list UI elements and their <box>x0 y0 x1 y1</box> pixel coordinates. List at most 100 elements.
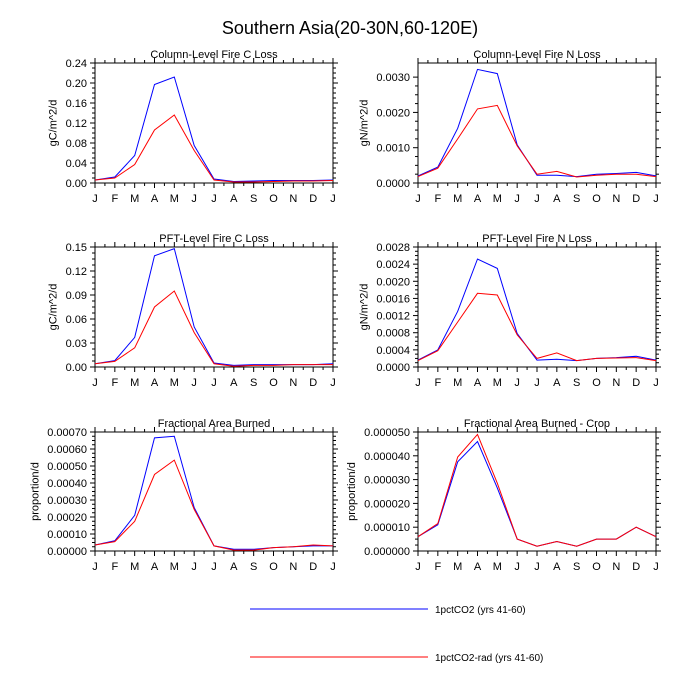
x-tick-label: S <box>250 377 257 389</box>
x-tick-label: M <box>130 561 139 573</box>
legend-label-1pctco2: 1pctCO2 (yrs 41-60) <box>435 605 526 616</box>
x-tick-label: N <box>289 193 297 205</box>
x-tick-label: M <box>493 193 502 205</box>
x-tick-label: J <box>211 193 217 205</box>
x-tick-label: D <box>309 193 317 205</box>
x-tick-label: A <box>474 561 482 573</box>
y-axis-label: gN/m^2/d <box>358 100 370 147</box>
y-tick-label: 0.0016 <box>376 293 410 305</box>
x-tick-label: F <box>111 193 118 205</box>
x-tick-label: J <box>534 561 540 573</box>
x-tick-label: A <box>230 377 238 389</box>
x-tick-label: A <box>553 561 561 573</box>
x-tick-label: J <box>415 377 421 389</box>
y-tick-label: 0.0000 <box>376 178 410 190</box>
x-tick-label: D <box>632 193 640 205</box>
x-tick-label: A <box>474 193 482 205</box>
panel-title: Fractional Area Burned <box>158 418 271 430</box>
y-tick-label: 0.00040 <box>47 478 87 490</box>
x-tick-label: J <box>330 193 336 205</box>
x-tick-label: J <box>534 377 540 389</box>
x-tick-label: M <box>170 377 179 389</box>
x-tick-label: A <box>553 193 561 205</box>
y-tick-label: 0.000020 <box>364 498 410 510</box>
x-tick-label: J <box>92 561 98 573</box>
x-tick-label: M <box>453 377 462 389</box>
series-line-1pctco2-rad <box>94 290 333 367</box>
x-tick-label: M <box>453 193 462 205</box>
x-tick-label: O <box>269 193 278 205</box>
x-tick-label: D <box>309 561 317 573</box>
x-tick-label: S <box>573 193 580 205</box>
x-tick-label: J <box>211 377 217 389</box>
y-tick-label: 0.0030 <box>376 72 410 84</box>
y-axis-label: gC/m^2/d <box>48 284 60 331</box>
x-tick-label: O <box>269 377 278 389</box>
y-tick-label: 0.00050 <box>47 461 87 473</box>
plot-frame <box>417 246 657 368</box>
x-tick-label: A <box>151 193 159 205</box>
x-tick-label: S <box>573 377 580 389</box>
y-tick-label: 0.0008 <box>376 328 410 340</box>
x-tick-label: A <box>553 377 561 389</box>
x-tick-label: J <box>514 561 520 573</box>
figure-title: Southern Asia(20-30N,60-120E) <box>222 18 478 38</box>
y-axis-label: proportion/d <box>29 462 41 521</box>
x-tick-label: F <box>111 561 118 573</box>
y-tick-label: 0.03 <box>66 338 87 350</box>
y-tick-label: 0.00 <box>66 178 87 190</box>
x-tick-label: O <box>592 377 601 389</box>
y-tick-label: 0.20 <box>66 78 87 90</box>
x-tick-label: J <box>191 377 197 389</box>
x-tick-label: N <box>289 377 297 389</box>
series-line-1pctco2 <box>94 76 334 183</box>
x-tick-label: S <box>250 193 257 205</box>
y-axis-label: gC/m^2/d <box>48 100 60 147</box>
y-tick-label: 0.00 <box>66 362 87 374</box>
legend: 1pctCO2 (yrs 41-60) 1pctCO2-rad (yrs 41-… <box>250 605 543 664</box>
x-tick-label: J <box>534 193 540 205</box>
series-line-1pctco2 <box>417 258 657 362</box>
y-tick-label: 0.0024 <box>376 259 410 271</box>
series-line-1pctco2 <box>417 68 657 178</box>
y-tick-label: 0.08 <box>66 138 87 150</box>
x-tick-label: S <box>250 561 257 573</box>
y-tick-label: 0.00010 <box>47 529 87 541</box>
y-tick-label: 0.00000 <box>47 546 87 558</box>
x-tick-label: N <box>612 561 620 573</box>
y-axis-label: gN/m^2/d <box>358 284 370 331</box>
x-tick-label: J <box>330 377 336 389</box>
y-tick-label: 0.00030 <box>47 495 87 507</box>
series-line-1pctco2 <box>94 247 334 366</box>
y-tick-label: 0.0000 <box>376 362 410 374</box>
x-tick-label: S <box>573 561 580 573</box>
x-tick-label: F <box>434 377 441 389</box>
x-tick-label: D <box>632 377 640 389</box>
x-tick-label: F <box>111 377 118 389</box>
x-tick-label: J <box>191 193 197 205</box>
x-tick-label: A <box>151 377 159 389</box>
y-tick-label: 0.06 <box>66 314 87 326</box>
plot-frame <box>94 246 334 368</box>
x-tick-label: N <box>612 193 620 205</box>
y-tick-label: 0.00060 <box>47 444 87 456</box>
x-tick-label: M <box>130 377 139 389</box>
series-line-1pctco2-rad <box>94 114 334 183</box>
series-line-1pctco2 <box>417 440 657 547</box>
y-tick-label: 0.000050 <box>364 427 410 439</box>
x-tick-label: J <box>514 377 520 389</box>
panel-title: Fractional Area Burned - Crop <box>464 418 610 430</box>
y-tick-label: 0.12 <box>66 118 87 130</box>
plot-frame <box>94 62 334 184</box>
panel-title: Column-Level Fire N Loss <box>473 49 601 61</box>
y-tick-label: 0.12 <box>66 266 87 278</box>
y-tick-label: 0.0010 <box>376 143 410 155</box>
y-tick-label: 0.0020 <box>376 107 410 119</box>
y-tick-label: 0.24 <box>66 58 87 70</box>
x-tick-label: J <box>653 377 659 389</box>
